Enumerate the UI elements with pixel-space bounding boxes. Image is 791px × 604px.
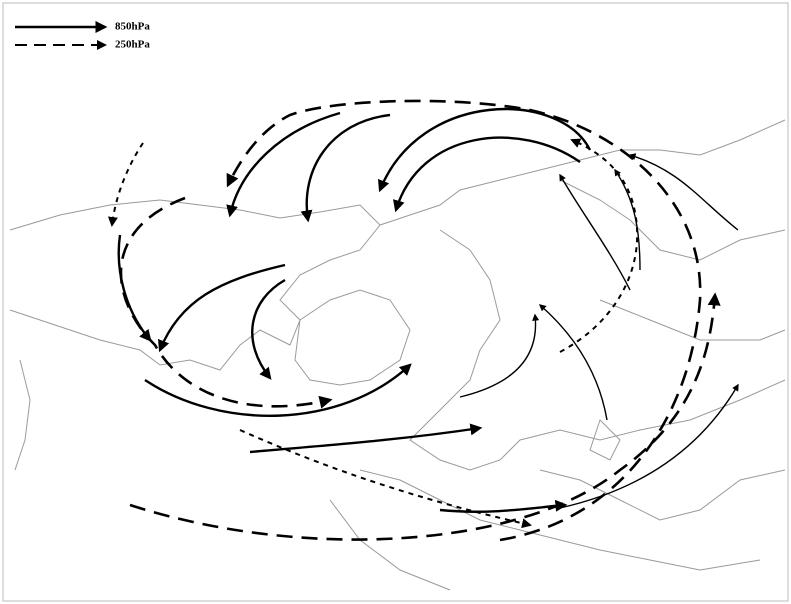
legend: 850hPa 250hPa — [15, 21, 150, 51]
coastlines — [9, 119, 786, 591]
flow-arrows-250 — [119, 99, 721, 542]
legend-label: 250hPa — [115, 39, 150, 51]
flow-arrows-dotted — [107, 138, 639, 529]
legend-label: 850hPa — [115, 21, 150, 33]
